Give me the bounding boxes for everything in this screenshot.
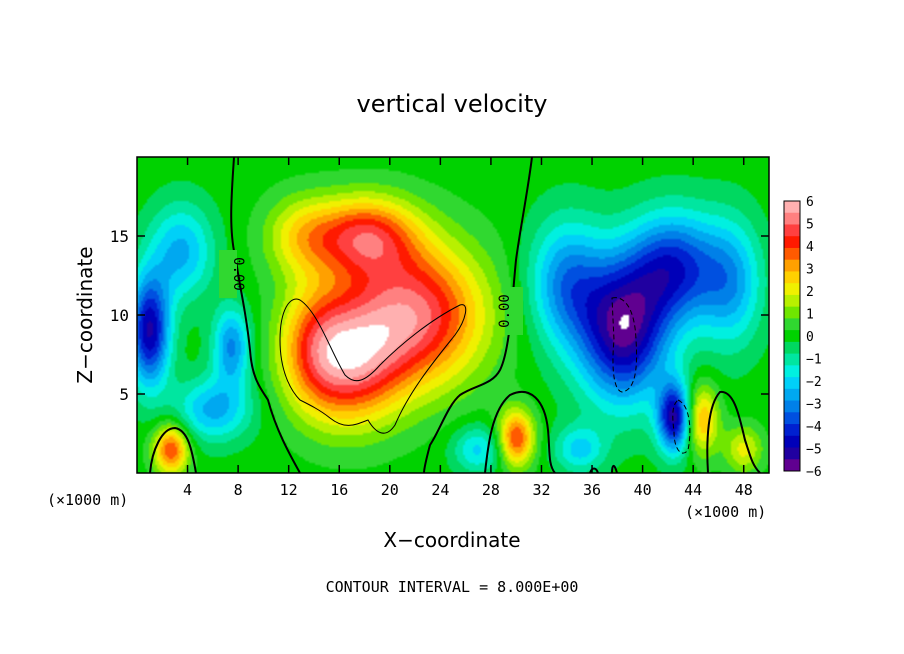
velocity-field <box>137 157 769 473</box>
zero-contour-mid <box>423 157 533 473</box>
colorbar-tick-label: 4 <box>806 240 814 255</box>
x-axis-label: X−coordinate <box>383 528 520 552</box>
colorbar-tick-label: −1 <box>806 353 822 368</box>
x-scale-note-right: (×1000 m) <box>685 503 766 521</box>
colorbar-swatch <box>784 212 800 225</box>
zero-contour-warm-bubble-3 <box>149 426 197 473</box>
colorbar: 6 5 4 3 2 1 0 −1 −2 −3 −4 −5 −6 <box>783 195 822 480</box>
zero-contour-left <box>230 157 301 473</box>
contour-label-mid: 0.00 <box>497 294 513 328</box>
y-axis-label: Z−coordinate <box>73 246 97 383</box>
x-tick-label: 36 <box>583 481 601 499</box>
colorbar-tick-label: −5 <box>806 443 822 458</box>
colorbar-tick-label: −6 <box>806 465 822 480</box>
x-tick-label: 12 <box>280 481 298 499</box>
colorbar-tick-label: −4 <box>806 420 822 435</box>
colorbar-tick-label: 2 <box>806 285 814 300</box>
x-tick-label: 20 <box>381 481 399 499</box>
colorbar-swatch <box>784 435 800 449</box>
colorbar-swatch <box>784 388 800 402</box>
x-tick-label: 40 <box>634 481 652 499</box>
x-tick-label: 8 <box>234 481 243 499</box>
colorbar-tick-label: −3 <box>806 398 822 413</box>
colorbar-tick-label: 6 <box>806 195 814 210</box>
x-scale-note-left: (×1000 m) <box>47 491 128 509</box>
contour-label-box-mid <box>505 287 523 335</box>
colorbar-swatch <box>784 306 800 319</box>
x-tick-label: 48 <box>735 481 753 499</box>
colorbar-swatch <box>784 318 800 331</box>
colorbar-swatch <box>784 412 800 425</box>
colorbar-swatch <box>784 224 800 237</box>
chart-title: vertical velocity <box>357 90 548 118</box>
x-tick-label: 4 <box>183 481 192 499</box>
zero-contour-warm-bubble-30 <box>484 390 556 473</box>
colorbar-tick-label: 3 <box>806 263 814 278</box>
colorbar-tick-label: 0 <box>806 330 814 345</box>
colorbar-tick-label: 1 <box>806 308 814 323</box>
x-tick-label: 44 <box>684 481 702 499</box>
colorbar-swatch <box>784 294 800 308</box>
zero-contour-right-edge <box>589 464 618 473</box>
positive-contour-8 <box>279 298 467 434</box>
contour-interval-footer: CONTOUR INTERVAL = 8.000E+00 <box>326 578 579 596</box>
colorbar-swatch <box>784 201 800 214</box>
x-tick-label: 28 <box>482 481 500 499</box>
zero-contour-warm-bubble-45 <box>706 390 761 473</box>
colorbar-swatch <box>784 247 800 261</box>
colorbar-swatch <box>784 271 800 284</box>
zero-contour-lines <box>149 157 761 473</box>
colorbar-swatch <box>784 459 800 472</box>
y-axis-ticks: 5 10 15 <box>110 227 769 404</box>
colorbar-swatch <box>784 236 800 249</box>
x-tick-label: 24 <box>431 481 449 499</box>
colorbar-swatch <box>784 341 800 355</box>
colorbar-swatch <box>784 377 800 390</box>
colorbar-swatch <box>784 365 800 378</box>
colorbar-swatch <box>784 353 800 366</box>
colorbar-frame <box>783 200 801 472</box>
y-tick-label: 10 <box>110 306 129 325</box>
colorbar-swatch <box>784 447 800 460</box>
colorbar-swatch <box>784 330 800 343</box>
colorbar-swatch <box>784 424 800 437</box>
colorbar-swatch <box>784 283 800 296</box>
y-tick-label: 5 <box>119 385 129 404</box>
contour-label-box-left <box>219 250 237 298</box>
colorbar-swatch <box>784 259 800 272</box>
contour-label-left: 0.00 <box>230 257 246 291</box>
x-tick-label: 16 <box>330 481 348 499</box>
x-tick-label: 32 <box>532 481 550 499</box>
colorbar-tick-label: 5 <box>806 218 814 233</box>
colorbar-swatch <box>784 400 800 413</box>
colorbar-tick-label: −2 <box>806 375 822 390</box>
x-axis-ticks: 4 8 12 16 20 24 28 32 36 40 44 48 <box>183 157 753 499</box>
negative-contour-8b <box>672 399 691 454</box>
y-tick-label: 15 <box>110 227 129 246</box>
